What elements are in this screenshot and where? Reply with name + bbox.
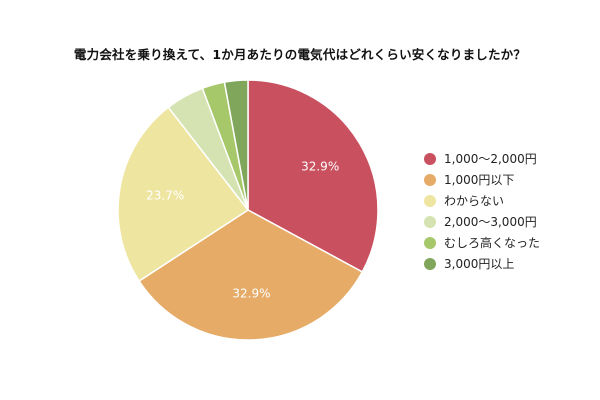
pie-slice xyxy=(223,79,249,211)
legend-label: 2,000〜3,000円 xyxy=(444,215,537,229)
legend-swatch xyxy=(424,215,436,228)
slice-data-label: 23.7% xyxy=(146,189,184,203)
legend-item: 3,000円以上 xyxy=(424,253,540,274)
legend-item: 1,000円以下 xyxy=(424,169,540,190)
legend-item: 1,000〜2,000円 xyxy=(424,148,540,169)
legend-item: むしろ高くなった xyxy=(424,232,540,253)
legend-label: わからない xyxy=(444,194,505,208)
legend-swatch xyxy=(424,194,436,207)
legend-item: 2,000〜3,000円 xyxy=(424,211,540,232)
legend-swatch xyxy=(424,152,436,165)
pie-slice xyxy=(247,79,379,273)
pie-slice xyxy=(138,209,364,341)
legend-swatch xyxy=(424,173,436,186)
legend-swatch xyxy=(424,236,436,249)
legend-label: 3,000円以上 xyxy=(444,257,515,271)
legend-label: むしろ高くなった xyxy=(444,236,541,250)
slice-data-label: 32.9% xyxy=(232,286,270,300)
pie-slice xyxy=(117,106,250,283)
slice-data-label: 32.9% xyxy=(301,160,339,174)
legend-swatch xyxy=(424,257,436,270)
legend-item: わからない xyxy=(424,190,540,211)
legend: 1,000〜2,000円 1,000円以下 わからない 2,000〜3,000円 むしろ… xyxy=(424,148,540,274)
chart-title: 電力会社を乗り換えて、1か月あたりの電気代はどれくらい安くなりましたか？ xyxy=(73,47,527,62)
legend-label: 1,000円以下 xyxy=(444,173,515,187)
legend-label: 1,000〜2,000円 xyxy=(444,152,537,166)
